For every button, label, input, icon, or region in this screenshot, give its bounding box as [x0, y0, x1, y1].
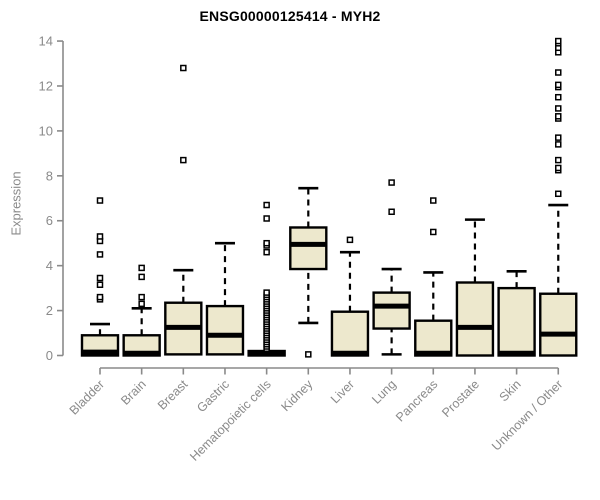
x-tick-label: Unknown / Other: [489, 377, 565, 453]
iqr-box: [205, 304, 245, 356]
outlier-point: [430, 197, 437, 204]
box-unknown-other: [539, 37, 578, 357]
y-tick-label: 14: [39, 34, 53, 49]
outlier-point: [263, 289, 270, 296]
iqr-box: [330, 310, 370, 357]
outlier-point: [388, 208, 395, 216]
outlier-point: [263, 215, 270, 222]
x-tick-label: Brain: [118, 377, 149, 408]
box-hematopoietic-cells: [247, 201, 286, 357]
outlier-point: [555, 93, 562, 101]
iqr-box: [289, 226, 328, 271]
outlier-point: [138, 300, 145, 308]
outlier-point: [96, 274, 104, 282]
y-tick-label: 12: [39, 78, 53, 93]
iqr-box: [372, 291, 411, 330]
outlier-point: [138, 264, 145, 272]
box-lung: [372, 179, 411, 356]
outlier-point: [96, 197, 104, 204]
outlier-point: [555, 164, 562, 172]
outlier-point: [555, 113, 562, 120]
outlier-point: [555, 69, 562, 76]
iqr-box: [414, 319, 453, 357]
outlier-point: [138, 293, 145, 301]
outlier-point: [555, 134, 562, 141]
x-tick-label: Skin: [497, 377, 524, 404]
outlier-point: [138, 273, 145, 281]
iqr-box: [539, 292, 578, 357]
x-tick-label: Breast: [155, 377, 191, 413]
x-tick-label: Hematopoietic cells: [187, 377, 274, 464]
box-skin: [497, 269, 536, 357]
y-tick-label: 4: [46, 258, 53, 273]
outlier-point: [263, 201, 270, 209]
chart-title: ENSG00000125414 - MYH2: [199, 8, 381, 24]
y-tick-label: 10: [39, 123, 53, 138]
box-breast: [164, 64, 203, 356]
y-tick-label: 2: [46, 303, 53, 318]
outlier-point: [263, 248, 270, 256]
outlier-point: [430, 228, 437, 236]
iqr-box: [455, 281, 495, 357]
y-tick-label: 8: [46, 168, 53, 183]
x-tick-label: Lung: [369, 377, 399, 407]
y-tick-label: 6: [46, 213, 53, 228]
x-tick-label: Bladder: [67, 377, 107, 417]
outlier-point: [305, 351, 312, 358]
outlier-point: [96, 233, 104, 240]
outlier-point: [555, 81, 562, 89]
box-bladder: [80, 197, 120, 357]
outlier-point: [346, 236, 354, 244]
outlier-point: [180, 64, 187, 72]
outlier-point: [96, 281, 104, 289]
outlier-point: [96, 293, 104, 301]
outlier-point: [555, 105, 562, 112]
outlier-point: [388, 179, 395, 186]
x-tick-label: Gastric: [194, 377, 232, 415]
outlier-point: [96, 251, 104, 258]
outlier-point: [180, 156, 187, 164]
box-pancreas: [414, 197, 453, 357]
box-kidney: [289, 186, 328, 358]
outlier-point: [555, 156, 562, 164]
x-tick-label: Kidney: [278, 377, 315, 414]
box-brain: [122, 264, 161, 357]
box-gastric: [205, 241, 245, 356]
x-tick-label: Pancreas: [393, 377, 440, 424]
box-prostate: [455, 218, 495, 357]
iqr-box: [497, 286, 536, 357]
outlier-point: [555, 37, 562, 45]
box-liver: [330, 236, 370, 357]
x-tick-label: Prostate: [439, 377, 482, 420]
outlier-point: [263, 239, 270, 247]
outlier-point: [555, 190, 562, 198]
y-tick-label: 0: [46, 348, 53, 363]
outlier-point: [555, 141, 562, 148]
x-tick-label: Liver: [328, 377, 357, 406]
